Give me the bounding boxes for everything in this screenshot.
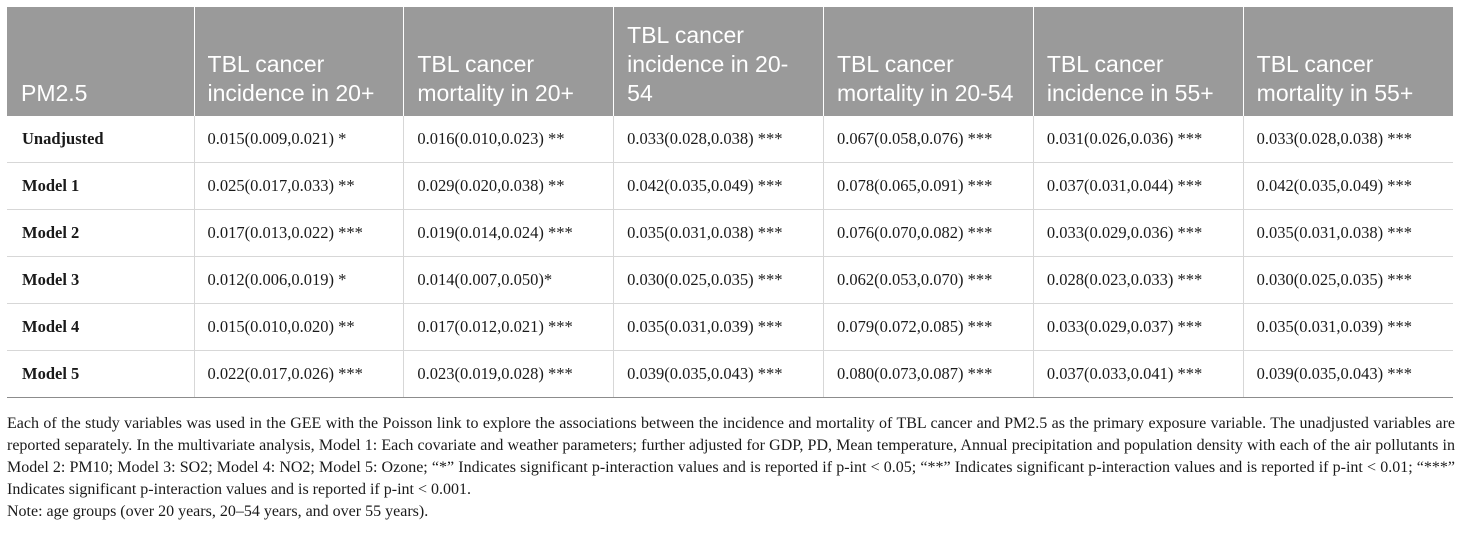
- table-row: Model 3 0.012(0.006,0.019) * 0.014(0.007…: [7, 256, 1453, 304]
- table-cell: 0.037(0.033,0.041) ***: [1032, 350, 1244, 398]
- table-cell: 0.030(0.025,0.035) ***: [613, 256, 824, 304]
- row-label: Model 2: [7, 209, 195, 257]
- table-cell: 0.039(0.035,0.043) ***: [1242, 350, 1453, 398]
- row-label: Model 4: [7, 303, 195, 351]
- table-row: Model 2 0.017(0.013,0.022) *** 0.019(0.0…: [7, 209, 1453, 257]
- table-cell: 0.016(0.010,0.023) **: [403, 116, 614, 163]
- header-mortality-20plus: TBL cancer mortality in 20+: [403, 7, 614, 116]
- table-cell: 0.076(0.070,0.082) ***: [823, 209, 1034, 257]
- table-row: Unadjusted 0.015(0.009,0.021) * 0.016(0.…: [7, 116, 1453, 163]
- header-mortality-55plus: TBL cancer mortality in 55+: [1242, 7, 1453, 116]
- row-label: Model 3: [7, 256, 195, 304]
- table-cell: 0.080(0.073,0.087) ***: [823, 350, 1034, 398]
- table-cell: 0.015(0.009,0.021) *: [193, 116, 404, 163]
- header-incidence-55plus: TBL cancer incidence in 55+: [1032, 7, 1244, 116]
- header-mortality-20-54: TBL cancer mortality in 20-54: [823, 7, 1034, 116]
- table-cell: 0.022(0.017,0.026) ***: [193, 350, 404, 398]
- table-cell: 0.025(0.017,0.033) **: [193, 162, 404, 210]
- table-cell: 0.033(0.028,0.038) ***: [613, 116, 824, 163]
- header-incidence-20-54: TBL cancer incidence in 20-54: [613, 7, 824, 116]
- table-header-row: PM2.5 TBL cancer incidence in 20+ TBL ca…: [7, 7, 1453, 116]
- table-cell: 0.031(0.026,0.036) ***: [1032, 116, 1244, 163]
- table-row: Model 5 0.022(0.017,0.026) *** 0.023(0.0…: [7, 350, 1453, 398]
- table-cell: 0.042(0.035,0.049) ***: [613, 162, 824, 210]
- table-cell: 0.033(0.029,0.037) ***: [1032, 303, 1244, 351]
- table-cell: 0.017(0.013,0.022) ***: [193, 209, 404, 257]
- row-label: Unadjusted: [7, 116, 195, 163]
- header-exposure: PM2.5: [7, 7, 195, 116]
- table-cell: 0.078(0.065,0.091) ***: [823, 162, 1034, 210]
- table-cell: 0.062(0.053,0.070) ***: [823, 256, 1034, 304]
- table-cell: 0.037(0.031,0.044) ***: [1032, 162, 1244, 210]
- table-cell: 0.017(0.012,0.021) ***: [403, 303, 614, 351]
- table-cell: 0.035(0.031,0.038) ***: [613, 209, 824, 257]
- table-cell: 0.014(0.007,0.050)*: [403, 256, 614, 304]
- table-cell: 0.023(0.019,0.028) ***: [403, 350, 614, 398]
- table-cell: 0.015(0.010,0.020) **: [193, 303, 404, 351]
- table-row: Model 4 0.015(0.010,0.020) ** 0.017(0.01…: [7, 303, 1453, 351]
- results-table-container: PM2.5 TBL cancer incidence in 20+ TBL ca…: [7, 7, 1453, 398]
- footnote-note: Note: age groups (over 20 years, 20–54 y…: [7, 503, 429, 520]
- header-incidence-20plus: TBL cancer incidence in 20+: [193, 7, 404, 116]
- table-cell: 0.033(0.028,0.038) ***: [1242, 116, 1453, 163]
- table-row: Model 1 0.025(0.017,0.033) ** 0.029(0.02…: [7, 162, 1453, 210]
- row-label: Model 1: [7, 162, 195, 210]
- table-cell: 0.030(0.025,0.035) ***: [1242, 256, 1453, 304]
- table-cell: 0.067(0.058,0.076) ***: [823, 116, 1034, 163]
- table-cell: 0.039(0.035,0.043) ***: [613, 350, 824, 398]
- table-cell: 0.033(0.029,0.036) ***: [1032, 209, 1244, 257]
- table-cell: 0.028(0.023,0.033) ***: [1032, 256, 1244, 304]
- table-cell: 0.035(0.031,0.039) ***: [613, 303, 824, 351]
- pm25-association-table: PM2.5 TBL cancer incidence in 20+ TBL ca…: [7, 7, 1453, 398]
- row-label: Model 5: [7, 350, 195, 398]
- table-cell: 0.035(0.031,0.038) ***: [1242, 209, 1453, 257]
- footnote-text: Each of the study variables was used in …: [7, 415, 1455, 498]
- table-cell: 0.079(0.072,0.085) ***: [823, 303, 1034, 351]
- table-cell: 0.019(0.014,0.024) ***: [403, 209, 614, 257]
- table-cell: 0.035(0.031,0.039) ***: [1242, 303, 1453, 351]
- table-cell: 0.029(0.020,0.038) **: [403, 162, 614, 210]
- table-footnotes: Each of the study variables was used in …: [7, 413, 1455, 523]
- table-cell: 0.012(0.006,0.019) *: [193, 256, 404, 304]
- table-cell: 0.042(0.035,0.049) ***: [1242, 162, 1453, 210]
